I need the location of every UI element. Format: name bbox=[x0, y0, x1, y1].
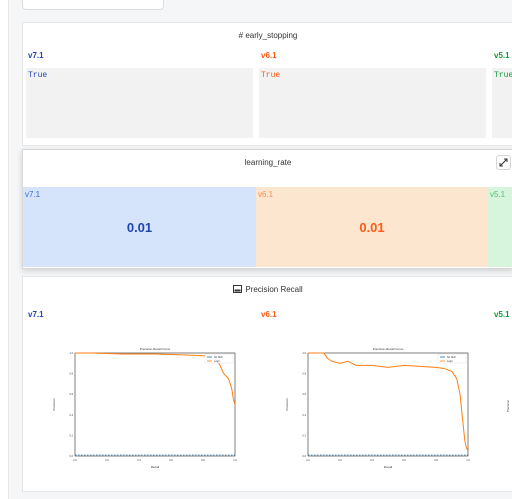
legend-label: No Skill bbox=[214, 356, 223, 359]
y-tick-label: 0.2 bbox=[70, 434, 74, 437]
x-axis-label: Recall bbox=[384, 465, 393, 469]
expand-icon bbox=[499, 158, 508, 167]
series-line bbox=[308, 352, 469, 452]
legend-label: Logit bbox=[447, 360, 453, 363]
metric-version: v5.1 bbox=[490, 190, 506, 199]
x-tick-label: 0.4 bbox=[137, 459, 141, 462]
y-tick-label: 0.4 bbox=[70, 414, 74, 417]
metric-cell-v5: v5.1 bbox=[488, 187, 512, 267]
y-axis-label: Precision bbox=[506, 400, 510, 413]
x-tick-label: 0.0 bbox=[306, 459, 310, 462]
plot-version-v6: v6.1 bbox=[261, 310, 277, 319]
y-tick-label: 1.0 bbox=[70, 352, 74, 355]
plot-version-v5: v5.1 bbox=[494, 310, 510, 319]
param-value-box: True bbox=[492, 68, 512, 138]
param-version-v5: v5.1 bbox=[494, 51, 510, 60]
params-panel: # early_stopping v7.1 v6.1 v5.1 True Tru… bbox=[22, 22, 512, 146]
x-tick-label: 0.0 bbox=[73, 459, 77, 462]
metric-version: v6.1 bbox=[258, 190, 274, 199]
plots-title-row: Precision Recall bbox=[23, 285, 512, 295]
top-input-box[interactable] bbox=[22, 0, 164, 10]
left-rail bbox=[0, 0, 9, 499]
legend-box bbox=[437, 353, 467, 364]
metric-version: v7.1 bbox=[25, 190, 41, 199]
metric-title: learning_rate bbox=[244, 158, 292, 167]
y-axis-label: Precision bbox=[52, 398, 56, 411]
y-tick-label: 0.8 bbox=[303, 373, 307, 376]
expand-button[interactable] bbox=[496, 155, 511, 170]
y-tick-label: 0.8 bbox=[70, 373, 74, 376]
x-tick-label: 0.8 bbox=[434, 459, 438, 462]
plots-title: Precision Recall bbox=[245, 285, 303, 294]
x-tick-label: 0.8 bbox=[201, 459, 205, 462]
plot-area bbox=[307, 352, 469, 457]
x-axis-label: Recall bbox=[151, 465, 160, 469]
pr-curve-plot-v5: 1.00.80.60.40.20.0Precision bbox=[506, 400, 510, 413]
x-tick-label: 0.2 bbox=[105, 459, 109, 462]
chart-title: Precision-Recall Curve bbox=[373, 347, 404, 351]
param-version-v6: v6.1 bbox=[261, 51, 277, 60]
metric-cell-v7: v7.1 0.01 bbox=[23, 187, 256, 267]
plot-version-v7: v7.1 bbox=[28, 310, 44, 319]
plots-panel: Precision Recall v7.1 v6.1 v5.1 Precisio… bbox=[22, 276, 512, 492]
image-icon bbox=[233, 285, 243, 295]
y-tick-label: 0.0 bbox=[303, 455, 307, 458]
legend-label: No Skill bbox=[447, 356, 456, 359]
y-tick-label: 0.6 bbox=[70, 393, 74, 396]
metric-cell-v6: v6.1 0.01 bbox=[256, 187, 488, 267]
plot-area bbox=[74, 352, 236, 457]
metric-value: 0.01 bbox=[126, 220, 153, 235]
param-version-v7: v7.1 bbox=[28, 51, 44, 60]
y-axis-label: Precision bbox=[285, 398, 289, 411]
chart-title: Precision-Recall Curve bbox=[140, 347, 171, 351]
param-value-box: True bbox=[26, 68, 253, 138]
metric-value: 0.01 bbox=[359, 220, 385, 235]
legend-label: Logit bbox=[214, 360, 220, 363]
x-tick-label: 0.4 bbox=[370, 459, 374, 462]
y-tick-label: 0.6 bbox=[303, 393, 307, 396]
y-tick-label: 0.0 bbox=[70, 455, 74, 458]
y-tick-label: 1.0 bbox=[303, 352, 307, 355]
x-tick-label: 1.0 bbox=[233, 459, 237, 462]
x-tick-label: 0.2 bbox=[338, 459, 342, 462]
param-value: True bbox=[261, 71, 281, 80]
pr-curve-plot-v6: Precision-Recall Curve Recall Precision 0.0… bbox=[285, 347, 470, 469]
param-value-box: True bbox=[259, 68, 486, 138]
param-value: True bbox=[28, 71, 48, 80]
x-tick-label: 1.0 bbox=[466, 459, 470, 462]
series-line bbox=[75, 352, 236, 405]
y-tick-label: 0.4 bbox=[303, 414, 307, 417]
param-value: True bbox=[494, 71, 512, 80]
x-tick-label: 0.6 bbox=[169, 459, 173, 462]
pr-curve-plot-v7: Precision-Recall Curve Recall Precision 0.0… bbox=[52, 347, 237, 469]
x-tick-label: 0.6 bbox=[402, 459, 406, 462]
params-title: # early_stopping bbox=[238, 31, 298, 40]
y-tick-label: 0.2 bbox=[303, 434, 307, 437]
legend-box bbox=[204, 353, 234, 364]
metric-panel: learning_rate v7.1 0.01 v6.1 0.01 v5.1 bbox=[22, 149, 512, 269]
